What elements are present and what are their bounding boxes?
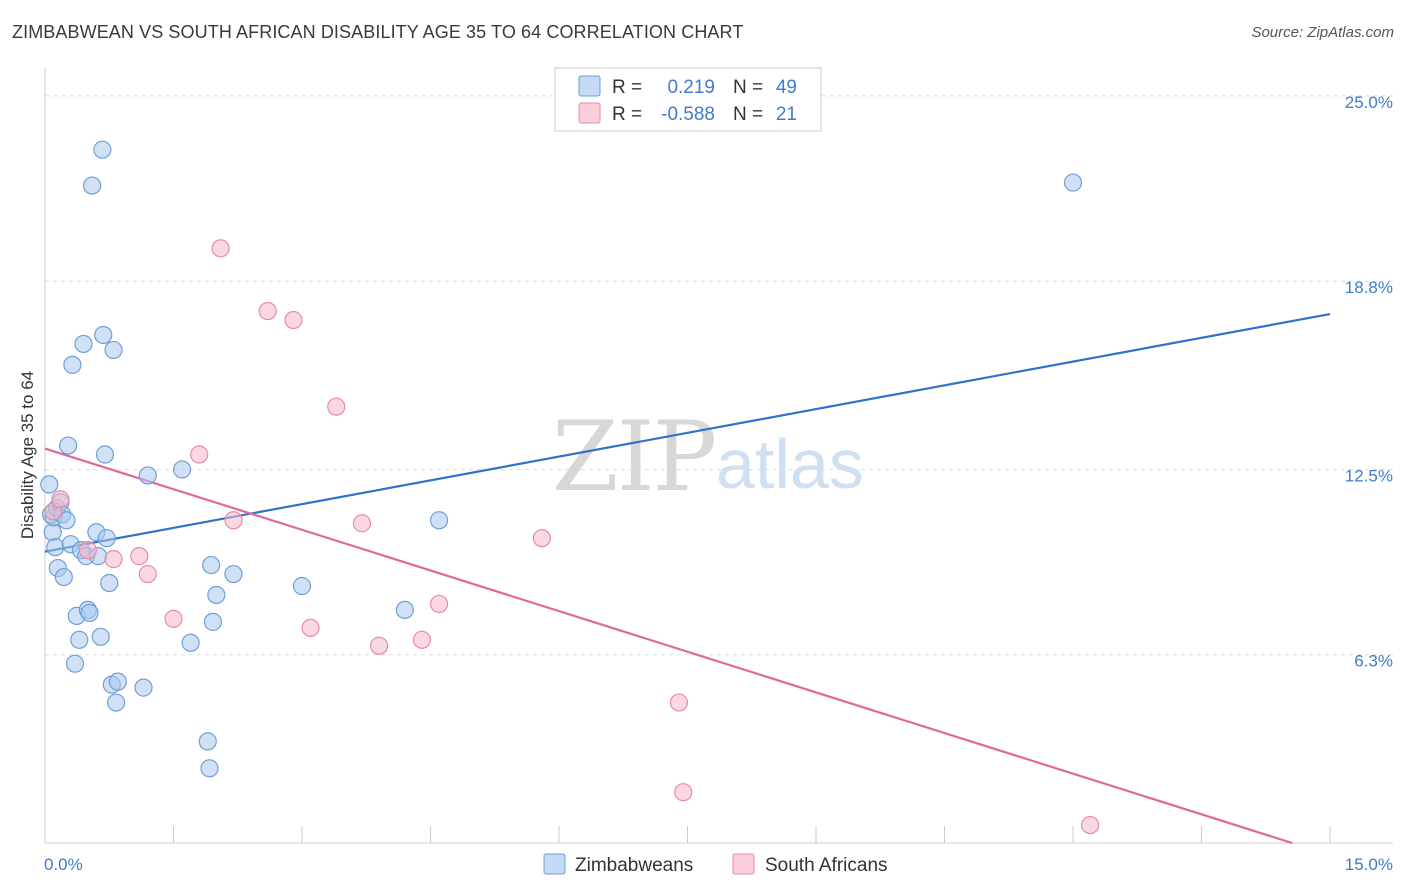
point-zimbabwean bbox=[108, 672, 127, 691]
stats-n-value-pink: 21 bbox=[776, 104, 797, 125]
point-zimbabwean bbox=[63, 355, 82, 374]
point-south-african bbox=[429, 594, 449, 614]
point-south-african bbox=[412, 630, 432, 649]
point-zimbabwean bbox=[91, 627, 110, 646]
trendline-zimbabweans bbox=[44, 312, 1331, 553]
point-zimbabwean bbox=[104, 340, 123, 360]
y-tick-label: 12.5% bbox=[1345, 466, 1393, 485]
watermark-atlas: atlas bbox=[716, 425, 864, 503]
x-tick-label-min: 0.0% bbox=[44, 855, 83, 874]
stats-r-label-pink: R = bbox=[612, 104, 642, 125]
axes bbox=[44, 68, 1393, 844]
point-south-african bbox=[51, 490, 70, 509]
point-zimbabwean bbox=[172, 460, 192, 479]
watermark-zip: ZIP bbox=[552, 401, 715, 513]
point-zimbabwean bbox=[94, 325, 113, 345]
point-south-african bbox=[224, 511, 243, 530]
legend-label-zimbabweans: Zimbabweans bbox=[575, 855, 693, 876]
point-zimbabwean bbox=[203, 612, 223, 631]
point-south-african bbox=[104, 550, 123, 569]
point-south-african bbox=[138, 564, 157, 584]
stats-swatch-blue bbox=[578, 75, 601, 97]
y-tick-label: 18.8% bbox=[1345, 278, 1393, 297]
data-points bbox=[40, 140, 1100, 835]
point-zimbabwean bbox=[181, 633, 200, 652]
stats-n-value-blue: 49 bbox=[776, 77, 797, 98]
chart-title: ZIMBABWEAN VS SOUTH AFRICAN DISABILITY A… bbox=[12, 22, 744, 42]
point-zimbabwean bbox=[138, 466, 157, 485]
y-tick-label: 25.0% bbox=[1345, 93, 1393, 112]
point-zimbabwean bbox=[65, 654, 85, 673]
legend-swatch-zimbabweans bbox=[543, 853, 566, 875]
watermark: ZIP atlas bbox=[552, 401, 864, 513]
source-attribution: Source: ZipAtlas.com bbox=[1251, 24, 1394, 41]
y-tick-label: 6.3% bbox=[1354, 652, 1393, 671]
point-zimbabwean bbox=[40, 475, 59, 494]
legend: Zimbabweans South Africans bbox=[543, 853, 888, 876]
point-south-african bbox=[301, 618, 320, 637]
point-zimbabwean bbox=[54, 567, 73, 587]
trendline-south-africans bbox=[44, 447, 1293, 845]
point-south-african bbox=[669, 693, 689, 712]
point-south-african bbox=[1081, 815, 1100, 835]
x-tick-label-max: 15.0% bbox=[1345, 855, 1393, 874]
point-zimbabwean bbox=[80, 603, 99, 622]
stats-box: R = 0.219 N = 49 R = -0.588 N = 21 bbox=[554, 67, 822, 132]
point-zimbabwean bbox=[83, 176, 102, 195]
point-zimbabwean bbox=[74, 334, 93, 354]
stats-r-value-pink: -0.588 bbox=[661, 104, 715, 125]
stats-n-label-pink: N = bbox=[733, 104, 763, 125]
point-zimbabwean bbox=[100, 573, 119, 593]
point-zimbabwean bbox=[395, 600, 414, 620]
point-south-african bbox=[130, 547, 149, 566]
legend-label-south-africans: South Africans bbox=[765, 855, 888, 876]
point-south-african bbox=[164, 609, 183, 628]
y-tick-labels: 6.3% 12.5% 18.8% 25.0% bbox=[1345, 93, 1393, 671]
point-zimbabwean bbox=[59, 436, 78, 455]
point-zimbabwean bbox=[207, 585, 226, 605]
y-axis-label: Disability Age 35 to 64 bbox=[18, 371, 37, 539]
gridlines bbox=[45, 95, 1393, 656]
point-south-african bbox=[190, 445, 209, 464]
point-zimbabwean bbox=[134, 678, 153, 697]
point-zimbabwean bbox=[93, 140, 112, 159]
point-zimbabwean bbox=[198, 732, 217, 751]
point-south-african bbox=[327, 397, 346, 416]
trendlines bbox=[44, 312, 1331, 845]
point-zimbabwean bbox=[224, 564, 243, 584]
stats-r-label-blue: R = bbox=[612, 77, 642, 98]
point-south-african bbox=[674, 783, 693, 802]
point-zimbabwean bbox=[57, 511, 76, 530]
point-zimbabwean bbox=[97, 529, 116, 548]
stats-swatch-pink bbox=[578, 102, 601, 124]
point-south-african bbox=[370, 636, 389, 655]
point-zimbabwean bbox=[95, 445, 115, 464]
point-south-african bbox=[284, 310, 303, 330]
stats-n-label-blue: N = bbox=[733, 77, 763, 98]
point-zimbabwean bbox=[429, 511, 449, 530]
point-zimbabwean bbox=[107, 693, 126, 712]
point-zimbabwean bbox=[200, 759, 219, 778]
point-zimbabwean bbox=[202, 555, 221, 575]
point-zimbabwean bbox=[292, 576, 312, 596]
point-zimbabwean bbox=[70, 630, 89, 649]
point-zimbabwean bbox=[46, 538, 65, 557]
point-south-african bbox=[211, 239, 230, 258]
point-south-african bbox=[258, 301, 277, 321]
point-south-african bbox=[78, 541, 97, 560]
point-south-african bbox=[532, 529, 551, 548]
point-south-african bbox=[352, 514, 372, 533]
stats-r-value-blue: 0.219 bbox=[667, 77, 715, 98]
legend-swatch-south-africans bbox=[732, 853, 755, 875]
point-zimbabwean bbox=[1063, 173, 1083, 192]
